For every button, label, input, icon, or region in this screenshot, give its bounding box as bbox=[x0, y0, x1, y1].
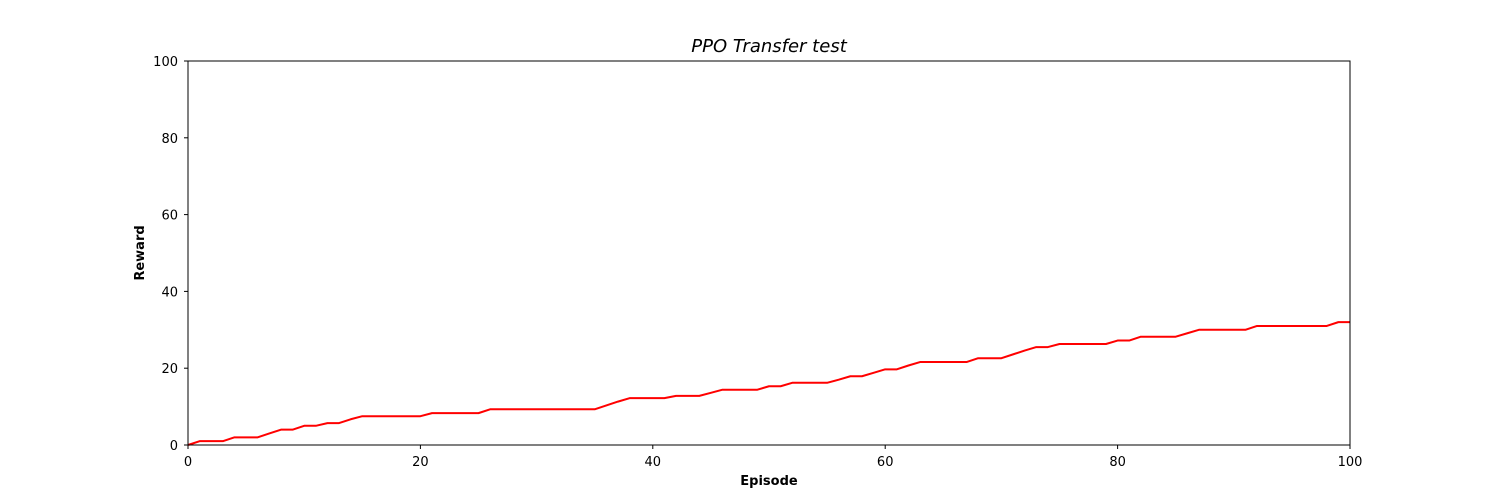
y-axis-label: Reward bbox=[133, 225, 148, 280]
y-tick-label: 0 bbox=[170, 439, 178, 454]
reward-series-line bbox=[187, 321, 1350, 446]
x-tick-label: 100 bbox=[1338, 455, 1363, 470]
x-tick-label: 20 bbox=[412, 455, 429, 470]
x-tick-label: 60 bbox=[877, 455, 894, 470]
chart-title: PPO Transfer test bbox=[691, 36, 847, 57]
x-axis-label: Episode bbox=[740, 474, 798, 489]
y-tick-label: 20 bbox=[161, 362, 178, 377]
series-layer bbox=[187, 321, 1350, 446]
y-tick-label: 100 bbox=[153, 55, 178, 70]
plot-frame bbox=[187, 60, 1351, 446]
y-tick-label: 80 bbox=[161, 132, 178, 147]
x-tick-label: 0 bbox=[184, 455, 192, 470]
ticks-layer: 0 20 40 60 80 100 0 20 40 60 80 100 bbox=[153, 55, 1362, 470]
y-tick-label: 40 bbox=[161, 285, 178, 300]
x-tick-label: 40 bbox=[645, 455, 662, 470]
x-tick-label: 80 bbox=[1109, 455, 1126, 470]
y-tick-label: 60 bbox=[161, 209, 178, 224]
